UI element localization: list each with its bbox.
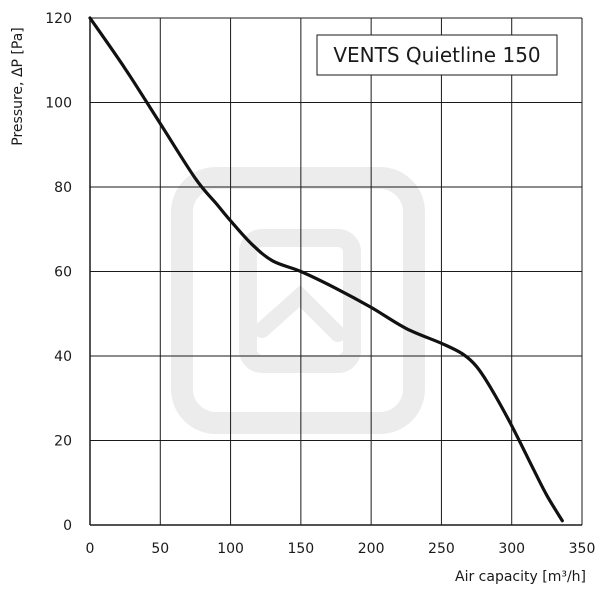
x-tick-label-3: 150: [287, 541, 314, 557]
x-axis-label: Air capacity [m³/h]: [455, 569, 586, 585]
y-tick-label-2: 40: [54, 349, 72, 365]
y-axis-ticks: 0 20 40 60 80 100 120: [45, 11, 72, 534]
y-tick-label-5: 100: [45, 96, 72, 112]
x-tick-label-5: 250: [428, 541, 455, 557]
x-tick-label-0: 0: [86, 541, 95, 557]
y-tick-label-0: 0: [63, 518, 72, 534]
watermark-frame: [171, 167, 425, 434]
series-layer: [88, 16, 564, 523]
x-axis-ticks: 0 50 100 150 200 250 300 350: [86, 541, 596, 557]
x-tick-label-4: 200: [358, 541, 385, 557]
x-tick-label-1: 50: [151, 541, 169, 557]
y-tick-label-6: 120: [45, 11, 72, 27]
y-tick-label-4: 80: [54, 180, 72, 196]
chart-title-frame: [316, 34, 558, 76]
chart-title: VENTS Quietline 150: [333, 43, 540, 67]
watermark-inner: [239, 229, 361, 373]
x-tick-label-7: 350: [569, 541, 596, 557]
x-tick-label-6: 300: [498, 541, 525, 557]
series-line-0: [88, 16, 564, 523]
grid-lines: [89, 17, 583, 526]
x-tick-label-2: 100: [217, 541, 244, 557]
chart-title-box: VENTS Quietline 150: [316, 34, 558, 76]
y-tick-label-3: 60: [54, 265, 72, 281]
watermark-logo: [171, 167, 425, 434]
y-axis-label: Pressure, ΔP [Pa]: [10, 27, 26, 145]
watermark-mark: [254, 284, 346, 342]
y-tick-label-1: 20: [54, 434, 72, 450]
